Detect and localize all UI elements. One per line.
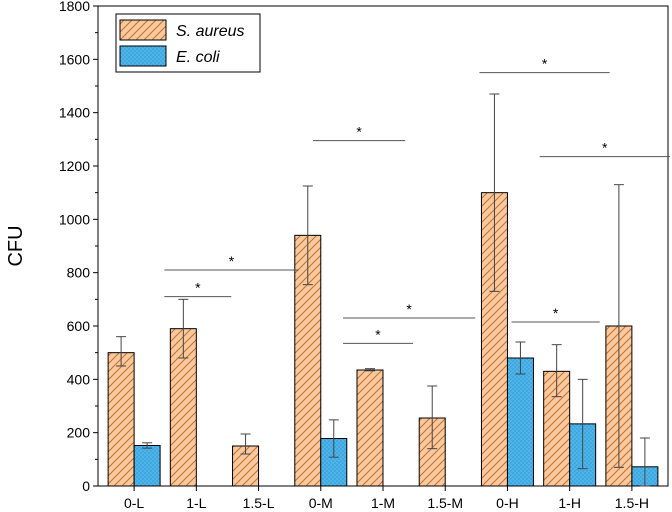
x-tick-label: 1.5-L: [243, 495, 275, 511]
error-bar: [551, 344, 562, 398]
legend-swatch-e-coli: [119, 45, 167, 67]
x-tick-label: 1-L: [186, 495, 206, 511]
bar-e-coli: [133, 444, 161, 487]
significance-star: *: [356, 124, 362, 140]
y-axis-title: CFU: [5, 225, 27, 266]
x-tick-label: 0-M: [309, 495, 333, 511]
y-tick-label: 1200: [59, 158, 90, 174]
x-tick-label: 0-L: [124, 495, 144, 511]
significance-star: *: [602, 140, 608, 156]
y-axis: 0 200 400 600 800 1000 1200 1400 1600 1800: [59, 0, 98, 494]
legend-label-e-coli: E. coli: [176, 49, 220, 66]
x-tick-label: 1-H: [558, 495, 581, 511]
error-bar: [116, 336, 127, 367]
error-bar: [515, 341, 526, 375]
error-bar: [427, 385, 438, 450]
significance-markers: * * * * * * * *: [164, 56, 670, 344]
bar-s-aureus: [356, 369, 384, 487]
bars: [107, 192, 659, 487]
y-tick-label: 0: [82, 478, 90, 494]
y-tick-label: 1400: [59, 105, 90, 121]
error-bar: [577, 378, 588, 470]
x-tick-label: 1.5-M: [427, 495, 463, 511]
error-bar: [142, 442, 153, 449]
error-bar: [489, 93, 500, 292]
significance-star: *: [375, 326, 381, 342]
error-bar: [365, 368, 375, 372]
error-bar: [178, 298, 189, 359]
y-tick-label: 200: [67, 425, 91, 441]
y-tick-label: 1800: [59, 0, 90, 14]
error-bar: [639, 437, 650, 487]
y-tick-label: 1600: [59, 51, 90, 67]
legend: S. aureus E. coli: [115, 13, 261, 73]
legend-label-s-aureus: S. aureus: [176, 23, 244, 40]
x-tick-label: 0-H: [496, 495, 519, 511]
bar-s-aureus: [107, 352, 135, 487]
y-tick-label: 600: [67, 318, 91, 334]
y-tick-label: 1000: [59, 211, 90, 227]
significance-star: *: [542, 56, 548, 72]
significance-star: *: [195, 280, 201, 296]
x-axis: 0-L 1-L 1.5-L 0-M 1-M 1.5-M 0-H 1-H 1.5-H: [124, 486, 649, 511]
x-tick-label: 1-M: [371, 495, 395, 511]
bar-e-coli: [506, 357, 534, 487]
legend-swatch-s-aureus: [119, 19, 167, 41]
error-bar: [240, 433, 251, 455]
y-tick-label: 400: [67, 371, 91, 387]
y-tick-label: 800: [67, 265, 91, 281]
significance-star: *: [553, 305, 559, 321]
error-bar: [328, 419, 339, 458]
error-bar: [302, 185, 313, 286]
error-bars: [116, 93, 650, 487]
x-tick-label: 1.5-H: [615, 495, 649, 511]
significance-star: *: [406, 301, 412, 317]
error-bar: [613, 184, 624, 468]
significance-star: *: [229, 253, 235, 269]
